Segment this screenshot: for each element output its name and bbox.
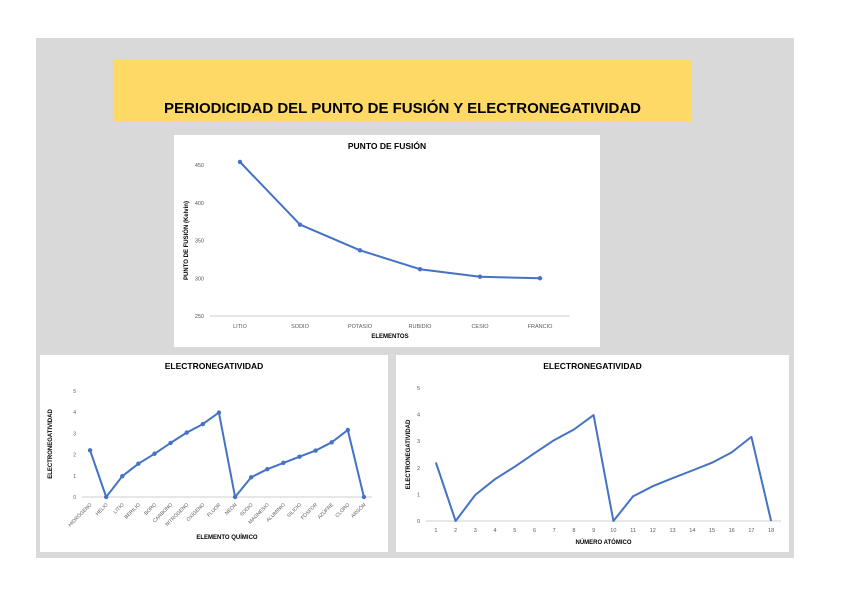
y-tick-label: 400 bbox=[195, 201, 204, 207]
data-point bbox=[136, 461, 141, 466]
x-tick-label: NEÓN bbox=[223, 501, 238, 516]
chart-title: ELECTRONEGATIVIDAD bbox=[543, 361, 642, 371]
x-tick-label: HELIO bbox=[95, 502, 110, 517]
x-tick-label: 11 bbox=[630, 528, 636, 534]
data-point bbox=[152, 451, 157, 456]
y-tick-label: 1 bbox=[73, 474, 76, 480]
y-axis-title: ELECTRONEGATIVIDAD bbox=[48, 409, 54, 479]
y-tick-label: 2 bbox=[73, 453, 76, 459]
data-point bbox=[200, 421, 206, 427]
x-tick-label: POTASIO bbox=[348, 324, 373, 330]
data-point bbox=[184, 430, 189, 435]
x-tick-label: 12 bbox=[650, 528, 656, 534]
x-tick-label: 14 bbox=[689, 528, 695, 534]
x-axis-title: NÚMERO ATÓMICO bbox=[576, 538, 632, 546]
y-tick-label: 3 bbox=[417, 439, 420, 445]
data-point bbox=[120, 474, 125, 479]
x-tick-label: 17 bbox=[748, 528, 754, 534]
x-tick-label: 3 bbox=[474, 528, 477, 534]
x-tick-label: 13 bbox=[669, 528, 675, 534]
x-tick-label: BERILIO bbox=[124, 502, 142, 520]
data-point bbox=[361, 494, 367, 500]
data-point bbox=[216, 410, 222, 415]
chart-title: ELECTRONEGATIVIDAD bbox=[165, 361, 264, 371]
data-point bbox=[265, 467, 270, 472]
x-tick-label: 5 bbox=[513, 528, 516, 534]
data-point bbox=[281, 460, 286, 466]
x-tick-label: 18 bbox=[768, 528, 774, 534]
y-axis-title: ELECTRONEGATIVIDAD bbox=[406, 419, 412, 489]
x-tick-label: 15 bbox=[709, 528, 715, 534]
data-point bbox=[297, 222, 303, 227]
x-tick-label: 8 bbox=[572, 528, 575, 534]
y-tick-label: 1 bbox=[417, 492, 420, 498]
melting-point-chart-svg: PUNTO DE FUSIÓN 250 300 350 400 450 LITIO SODIO… bbox=[182, 140, 570, 340]
data-point bbox=[477, 274, 483, 279]
data-point bbox=[297, 454, 302, 459]
x-tick-label: CESIO bbox=[471, 324, 489, 330]
x-tick-label: 6 bbox=[533, 528, 536, 534]
x-tick-label: 2 bbox=[454, 528, 457, 534]
data-point bbox=[357, 248, 363, 253]
data-point bbox=[329, 440, 334, 445]
x-axis-title: ELEMENTOS bbox=[371, 334, 408, 340]
x-tick-label: FRANCIO bbox=[528, 324, 553, 330]
x-tick-label: SODIO bbox=[291, 324, 309, 330]
y-tick-label: 250 bbox=[195, 314, 204, 320]
chart-electronegativity-atomic-number[interactable]: ELECTRONEGATIVIDAD 0 1 2 3 4 5 1 2 3 4 5 6 7 8 9 10 11 12 1… bbox=[396, 355, 789, 552]
chart-title: PUNTO DE FUSIÓN bbox=[348, 140, 426, 151]
data-point bbox=[168, 440, 173, 446]
x-tick-label: 7 bbox=[553, 528, 556, 534]
chart-electronegativity-elements[interactable]: ELECTRONEGATIVIDAD 0 1 2 3 4 5 HIDRÓGENO HELIO LI… bbox=[40, 355, 388, 552]
data-point bbox=[248, 475, 254, 480]
x-axis-title: ELEMENTO QUÍMICO bbox=[196, 533, 258, 541]
x-tick-label: RUBIDIO bbox=[409, 324, 433, 330]
y-tick-label: 450 bbox=[195, 163, 204, 169]
x-tick-label: HIDRÓGENO bbox=[67, 501, 94, 528]
data-point bbox=[345, 427, 351, 433]
x-tick-label: FLUOR bbox=[206, 502, 223, 519]
x-tick-label: 4 bbox=[493, 528, 496, 534]
data-point bbox=[537, 276, 543, 281]
x-tick-label: LITIO bbox=[113, 502, 126, 515]
y-tick-label: 0 bbox=[417, 519, 420, 525]
y-tick-label: 5 bbox=[417, 386, 420, 392]
x-tick-label: CLORO bbox=[334, 502, 351, 519]
y-tick-label: 0 bbox=[73, 495, 76, 501]
electronegativity-by-element-svg: ELECTRONEGATIVIDAD 0 1 2 3 4 5 HIDRÓGENO HELIO LI… bbox=[48, 361, 372, 541]
series-line bbox=[89, 411, 365, 498]
x-tick-label: FÓSFOR bbox=[299, 501, 319, 521]
y-tick-label: 350 bbox=[195, 239, 204, 245]
x-tick-label: LITIO bbox=[233, 324, 247, 330]
x-tick-label: 10 bbox=[610, 528, 616, 534]
x-tick-label: 16 bbox=[729, 528, 735, 534]
y-tick-label: 4 bbox=[417, 413, 420, 419]
y-tick-label: 3 bbox=[73, 431, 76, 437]
data-point bbox=[103, 494, 109, 500]
y-tick-label: 4 bbox=[73, 410, 76, 416]
data-point bbox=[87, 448, 93, 453]
y-tick-label: 2 bbox=[417, 466, 420, 472]
title-banner: PERIODICIDAD DEL PUNTO DE FUSIÓN Y ELECT… bbox=[113, 60, 692, 122]
data-point bbox=[313, 448, 318, 453]
series-line bbox=[239, 161, 541, 280]
x-tick-label: 1 bbox=[434, 528, 437, 534]
y-axis-title: PUNTO DE FUSIÓN (Kelvin) bbox=[182, 201, 190, 280]
x-tick-label: ARGÓN bbox=[349, 501, 367, 519]
x-tick-label: AZÚFRE bbox=[316, 501, 336, 521]
series-line bbox=[434, 414, 773, 522]
y-tick-label: 300 bbox=[195, 276, 204, 282]
chart-melting-point[interactable]: PUNTO DE FUSIÓN 250 300 350 400 450 LITIO SODIO… bbox=[174, 135, 600, 347]
y-tick-label: 5 bbox=[73, 389, 76, 395]
page-title: PERIODICIDAD DEL PUNTO DE FUSIÓN Y ELECT… bbox=[164, 100, 641, 117]
x-tick-label: 9 bbox=[592, 528, 595, 534]
data-point bbox=[237, 159, 243, 165]
data-point bbox=[417, 266, 423, 272]
x-tick-label: BORO bbox=[143, 502, 158, 517]
data-point bbox=[232, 494, 238, 500]
